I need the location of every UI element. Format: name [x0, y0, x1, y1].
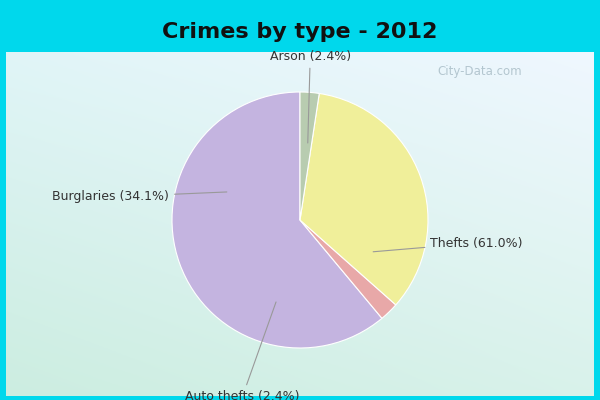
Wedge shape — [172, 92, 382, 348]
Text: Arson (2.4%): Arson (2.4%) — [269, 50, 351, 143]
Text: Auto thefts (2.4%): Auto thefts (2.4%) — [185, 302, 299, 400]
Wedge shape — [300, 94, 428, 305]
Wedge shape — [300, 92, 319, 220]
Text: Crimes by type - 2012: Crimes by type - 2012 — [163, 22, 437, 42]
Text: Burglaries (34.1%): Burglaries (34.1%) — [52, 190, 227, 204]
Wedge shape — [300, 220, 396, 318]
Text: Thefts (61.0%): Thefts (61.0%) — [373, 236, 523, 252]
Text: City-Data.com: City-Data.com — [437, 66, 523, 78]
